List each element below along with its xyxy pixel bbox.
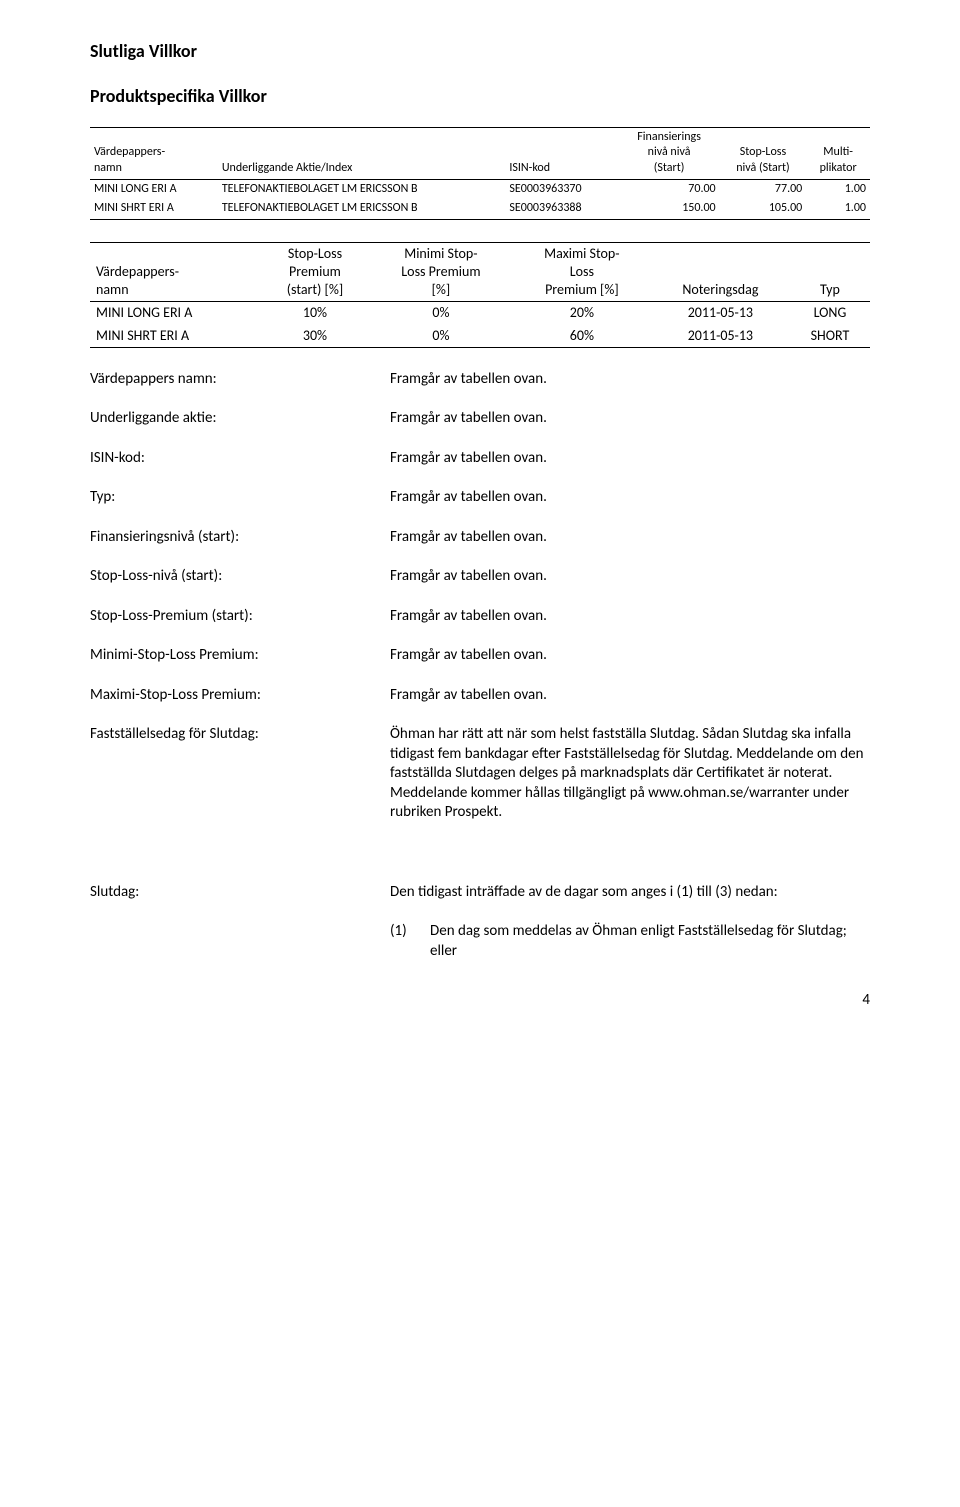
- def-value: Framgår av tabellen ovan.: [390, 607, 870, 627]
- def-value: Öhman har rätt att när som helst faststä…: [390, 725, 870, 823]
- securities-table-1: Värdepappers- namn Underliggande Aktie/I…: [90, 127, 870, 220]
- definitions-list: Värdepappers namn: Framgår av tabellen o…: [90, 370, 870, 823]
- def-label: Fastställelsedag för Slutdag:: [90, 725, 370, 823]
- slutdag-value: Den tidigast inträffade av de dagar som …: [390, 883, 870, 962]
- item-text: Den dag som meddelas av Öhman enligt Fas…: [430, 922, 870, 961]
- def-value: Framgår av tabellen ovan.: [390, 567, 870, 587]
- th-mult: Multi- plikator: [806, 127, 870, 179]
- def-value: Framgår av tabellen ovan.: [390, 528, 870, 548]
- th-underlying: Underliggande Aktie/Index: [218, 127, 506, 179]
- th-name: Värdepappers- namn: [90, 127, 218, 179]
- def-value: Framgår av tabellen ovan.: [390, 488, 870, 508]
- def-label: Finansieringsnivå (start):: [90, 528, 370, 548]
- th-date: Noteringsdag: [651, 242, 790, 302]
- th-name2: Värdepappers- namn: [90, 242, 261, 302]
- def-label: Typ:: [90, 488, 370, 508]
- slutdag-section: Slutdag: Den tidigast inträffade av de d…: [90, 883, 870, 962]
- item-number: (1): [390, 922, 430, 961]
- th-fin: Finansierings nivå nivå (Start): [619, 127, 720, 179]
- def-label: Maximi-Stop-Loss Premium:: [90, 686, 370, 706]
- th-isin: ISIN-kod: [505, 127, 618, 179]
- def-value: Framgår av tabellen ovan.: [390, 449, 870, 469]
- th-slp: Stop-Loss Premium (start) [%]: [261, 242, 369, 302]
- table-row: MINI LONG ERI A TELEFONAKTIEBOLAGET LM E…: [90, 179, 870, 199]
- slutdag-label: Slutdag:: [90, 883, 370, 962]
- th-max: Maximi Stop- Loss Premium [%]: [513, 242, 651, 302]
- table-row: MINI SHRT ERI A TELEFONAKTIEBOLAGET LM E…: [90, 199, 870, 219]
- def-label: Stop-Loss-nivå (start):: [90, 567, 370, 587]
- page-title: Slutliga Villkor: [90, 40, 870, 63]
- table-row: MINI LONG ERI A 10% 0% 20% 2011-05-13 LO…: [90, 302, 870, 325]
- def-label: Värdepappers namn:: [90, 370, 370, 390]
- def-value: Framgår av tabellen ovan.: [390, 686, 870, 706]
- def-label: Underliggande aktie:: [90, 409, 370, 429]
- table-row: MINI SHRT ERI A 30% 0% 60% 2011-05-13 SH…: [90, 325, 870, 348]
- def-label: Minimi-Stop-Loss Premium:: [90, 646, 370, 666]
- th-sl: Stop-Loss nivå (Start): [720, 127, 807, 179]
- def-value: Framgår av tabellen ovan.: [390, 370, 870, 390]
- slutdag-item: (1) Den dag som meddelas av Öhman enligt…: [390, 922, 870, 961]
- securities-table-2: Värdepappers- namn Stop-Loss Premium (st…: [90, 242, 870, 348]
- def-value: Framgår av tabellen ovan.: [390, 646, 870, 666]
- section-title: Produktspecifika Villkor: [90, 85, 870, 108]
- page-number: 4: [90, 991, 870, 1011]
- th-typ: Typ: [790, 242, 870, 302]
- def-label: Stop-Loss-Premium (start):: [90, 607, 370, 627]
- th-min: Minimi Stop- Loss Premium [%]: [369, 242, 513, 302]
- def-label: ISIN-kod:: [90, 449, 370, 469]
- def-value: Framgår av tabellen ovan.: [390, 409, 870, 429]
